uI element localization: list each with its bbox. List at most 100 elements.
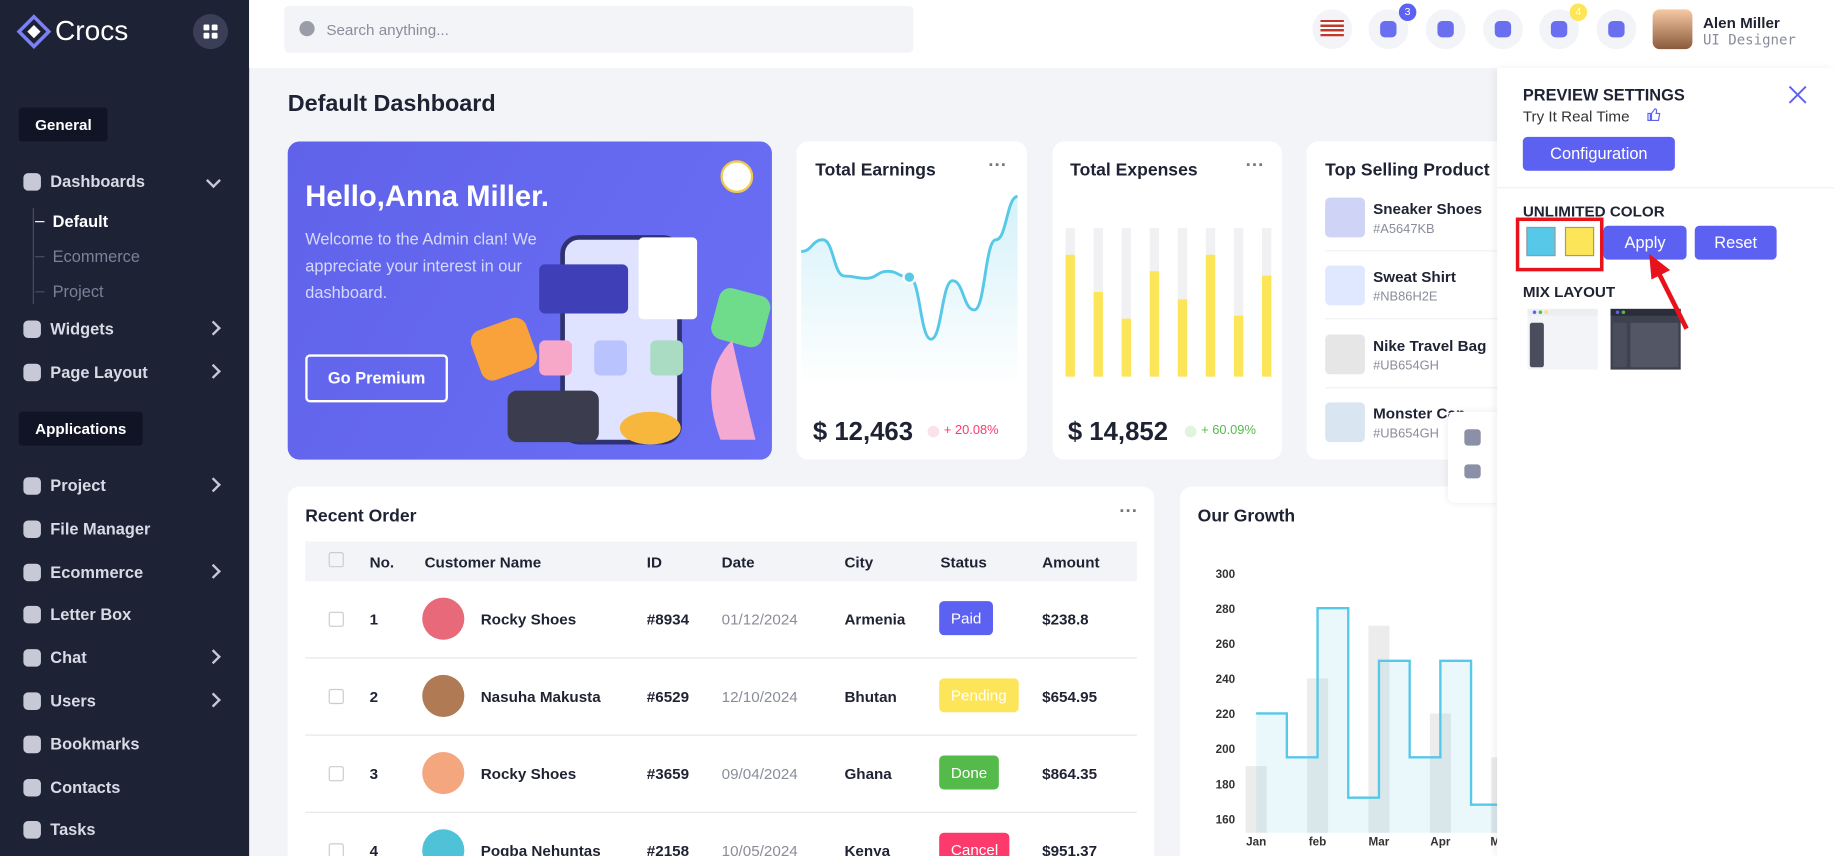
configuration-button[interactable]: Configuration <box>1522 136 1675 171</box>
checkbox[interactable] <box>328 766 344 782</box>
user-avatar[interactable] <box>1652 9 1693 50</box>
card-title: Total Expenses <box>1070 160 1198 181</box>
avatar <box>422 829 465 856</box>
checkbox[interactable] <box>328 688 344 705</box>
product-image <box>1325 197 1365 238</box>
x-tick-label: Apr <box>1430 836 1451 849</box>
city: Bhutan <box>844 687 897 706</box>
search-placeholder: Search anything... <box>326 21 449 39</box>
divider <box>1325 318 1524 320</box>
submenu-item[interactable]: Project <box>52 281 104 301</box>
menu-icon <box>23 477 41 495</box>
checkbox[interactable] <box>328 611 344 627</box>
menu-item[interactable]: Users <box>50 691 96 710</box>
search-box[interactable]: Search anything... <box>284 5 914 53</box>
divider <box>305 811 1137 813</box>
city: Armenia <box>844 610 906 629</box>
more-menu[interactable]: ··· <box>988 155 1008 176</box>
menu-icon <box>23 563 41 581</box>
avatar <box>422 597 465 640</box>
customizer-tab[interactable] <box>1447 411 1500 503</box>
date: 01/12/2024 <box>721 610 798 629</box>
divider <box>1325 386 1524 388</box>
row-number: 2 <box>369 687 379 706</box>
top-selling-card: Top Selling Product Sneaker Shoes #A5647K… <box>1306 141 1529 460</box>
y-tick-label: 180 <box>1216 778 1236 791</box>
y-tick-label: 220 <box>1216 708 1236 721</box>
logo <box>16 14 52 49</box>
highlight-box <box>1515 217 1604 272</box>
menu-item[interactable]: Letter Box <box>50 605 132 624</box>
customer: Nasuha Makusta <box>480 687 601 706</box>
more-menu[interactable]: ··· <box>1119 501 1139 522</box>
submenu-line <box>32 208 34 305</box>
menu-icon <box>23 692 41 710</box>
x-tick-label: feb <box>1309 836 1327 849</box>
apply-button[interactable]: Apply <box>1603 225 1687 260</box>
divider <box>1325 250 1524 252</box>
welcome-title: Hello,Anna Miller. <box>305 180 549 213</box>
settings-panel: PREVIEW SETTINGS Try It Real Time Config… <box>1497 67 1834 856</box>
menu-item[interactable]: Chat <box>50 648 87 667</box>
checkbox[interactable] <box>328 552 344 568</box>
order-id: #2158 <box>646 842 690 856</box>
layout-options[interactable] <box>1527 308 1685 372</box>
menu-item[interactable]: Dashboards <box>50 171 145 191</box>
product-image <box>1325 402 1365 442</box>
change: + 60.09% <box>1201 423 1256 438</box>
customer: Rocky Shoes <box>480 764 577 783</box>
card-title: Our Growth <box>1197 506 1296 527</box>
amount: $654.95 <box>1042 687 1098 706</box>
column-header: No. <box>369 553 395 571</box>
checkbox[interactable] <box>328 843 344 856</box>
order-id: #6529 <box>646 687 690 706</box>
menu-item[interactable]: Contacts <box>50 777 121 797</box>
apps-button[interactable] <box>192 14 229 50</box>
color-swatch[interactable] <box>1564 226 1595 257</box>
product-name: Monster Cap <box>1373 404 1466 423</box>
icon-glyph <box>1608 21 1625 38</box>
table-header <box>305 541 1137 582</box>
row-number: 4 <box>369 842 379 856</box>
menu-icon <box>23 363 41 382</box>
expenses-card: Total Expenses ··· $ 14,852 + 60.09% <box>1052 141 1282 460</box>
amount: $864.35 <box>1042 764 1098 783</box>
menu-item[interactable]: Page Layout <box>50 362 148 382</box>
menu-item[interactable]: Bookmarks <box>50 734 140 753</box>
row-number: 1 <box>369 610 379 629</box>
annotation-arrow <box>1649 253 1689 330</box>
date: 12/10/2024 <box>721 687 798 706</box>
menu-item[interactable]: Tasks <box>50 820 96 840</box>
divider <box>305 657 1137 659</box>
more-menu[interactable]: ··· <box>1245 155 1265 176</box>
submenu-item[interactable]: Default <box>52 211 109 231</box>
product-image <box>1325 265 1365 306</box>
product-image <box>1325 334 1365 374</box>
column-header: City <box>844 553 874 571</box>
y-tick-label: 300 <box>1216 568 1236 581</box>
notification-badge: 3 <box>1398 3 1417 22</box>
amount: $ 12,463 <box>812 416 914 446</box>
submenu-dash <box>35 221 45 223</box>
column-header: Customer Name <box>424 553 542 571</box>
menu-item[interactable]: File Manager <box>50 519 151 538</box>
close-button[interactable] <box>1788 85 1807 104</box>
date: 09/04/2024 <box>721 764 798 783</box>
product-code: #UB654GH <box>1373 426 1439 441</box>
menu-item[interactable]: Ecommerce <box>50 562 144 581</box>
menu-item[interactable]: Project <box>50 476 106 495</box>
card-title: Top Selling Product <box>1325 160 1490 181</box>
menu-icon <box>23 520 41 538</box>
premium-button[interactable]: Go Premium <box>305 354 448 403</box>
submenu-item[interactable]: Ecommerce <box>52 246 140 266</box>
reset-button[interactable]: Reset <box>1694 225 1777 260</box>
card-title: Total Earnings <box>815 160 936 181</box>
bar <box>1245 766 1267 833</box>
color-swatch[interactable] <box>1526 226 1556 257</box>
menu-icon <box>23 821 41 840</box>
customer: Pogba Nehuntas <box>480 842 601 856</box>
menu-item[interactable]: Widgets <box>50 319 114 339</box>
